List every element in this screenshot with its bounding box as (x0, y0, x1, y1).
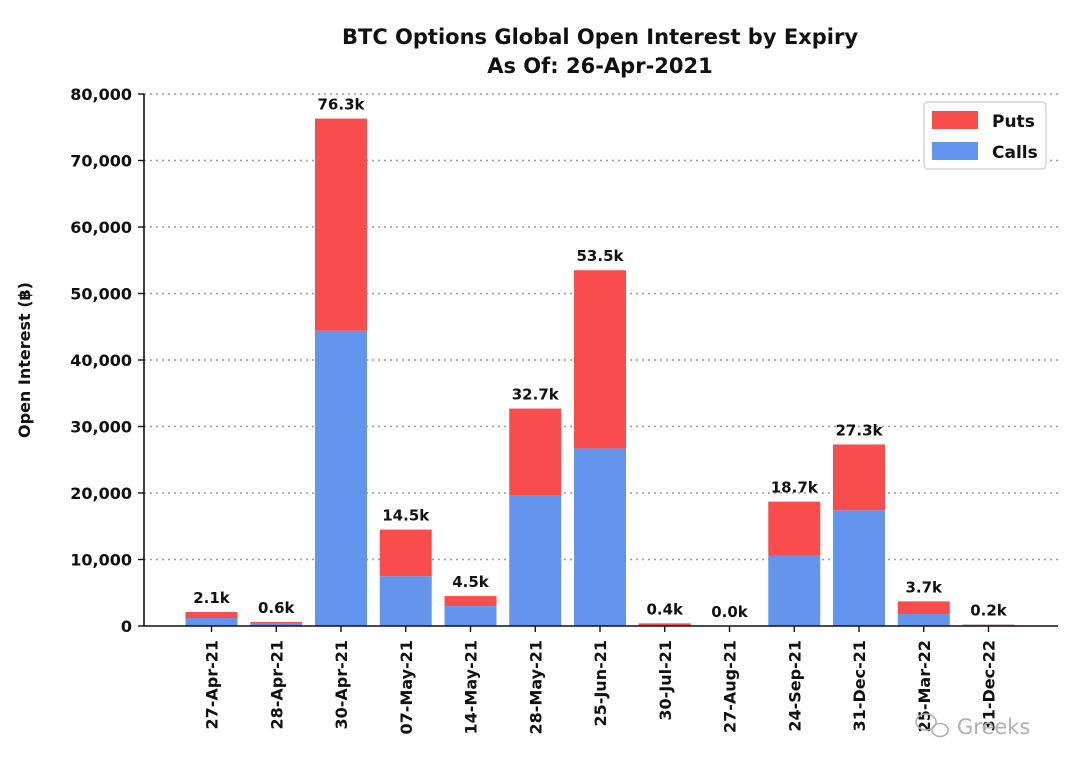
data-label: 18.7k (771, 479, 819, 497)
bar-calls (186, 618, 238, 626)
data-label: 0.6k (258, 599, 296, 617)
x-tick-label: 14-May-21 (462, 640, 481, 734)
data-label: 14.5k (382, 507, 430, 525)
y-tick-label: 20,000 (70, 484, 132, 503)
bar-puts (315, 119, 367, 331)
bar-puts (445, 596, 497, 606)
x-tick-label: 31-Dec-21 (850, 640, 869, 731)
y-tick-label: 0 (121, 617, 132, 636)
bar-puts (509, 409, 561, 495)
x-tick-label: 27-Aug-21 (721, 640, 740, 733)
bar-calls (445, 606, 497, 626)
bar-calls (898, 614, 950, 626)
legend-swatch-puts (932, 111, 978, 129)
x-tick-label: 28-Apr-21 (267, 640, 286, 730)
data-label: 76.3k (318, 96, 366, 114)
x-tick-label: 30-Jul-21 (656, 640, 675, 721)
data-label: 53.5k (577, 247, 625, 265)
y-axis-label: Open Interest (฿) (15, 282, 34, 438)
data-label: 0.4k (646, 600, 684, 618)
y-tick-label: 40,000 (70, 351, 132, 370)
watermark-text: Greeks (957, 715, 1030, 739)
data-label: 0.0k (711, 603, 749, 621)
bar-puts (833, 444, 885, 510)
bars (186, 119, 1015, 626)
bar-puts (574, 270, 626, 448)
y-tick-label: 80,000 (70, 85, 132, 104)
bar-puts (768, 502, 820, 556)
data-label: 2.1k (193, 589, 231, 607)
y-tick-label: 50,000 (70, 285, 132, 304)
chart-title: BTC Options Global Open Interest by Expi… (342, 25, 858, 49)
x-tick-label: 28-May-21 (526, 640, 545, 734)
bar-puts (380, 530, 432, 577)
x-axis-ticks: 27-Apr-21 28-Apr-21 30-Apr-21 07-May-21 14-M… (203, 626, 999, 734)
y-axis-ticks: 0 10,000 20,000 30,000 40,000 50,000 60,000 70,… (70, 85, 144, 636)
data-label: 27.3k (836, 421, 884, 439)
bar-calls (315, 331, 367, 626)
bar-calls (768, 556, 820, 626)
bar-puts (186, 612, 238, 618)
x-tick-label: 24-Sep-21 (785, 640, 804, 732)
x-tick-label: 27-Apr-21 (203, 640, 222, 730)
y-tick-label: 60,000 (70, 218, 132, 237)
bar-puts (250, 622, 302, 623)
y-tick-label: 70,000 (70, 152, 132, 171)
x-tick-label: 25-Jun-21 (591, 640, 610, 727)
bar-calls (380, 576, 432, 626)
data-label: 4.5k (452, 573, 490, 591)
y-tick-label: 10,000 (70, 551, 132, 570)
legend-label-calls: Calls (992, 143, 1038, 163)
bar-puts (898, 601, 950, 614)
legend-label-puts: Puts (992, 112, 1035, 132)
x-tick-label: 07-May-21 (397, 640, 416, 734)
data-label: 32.7k (512, 386, 560, 404)
bar-calls (509, 495, 561, 626)
legend: Puts Calls (924, 102, 1046, 169)
bar-calls (574, 448, 626, 626)
x-tick-label: 30-Apr-21 (332, 640, 351, 730)
chart-subtitle: As Of: 26-Apr-2021 (487, 54, 713, 78)
data-label: 0.2k (970, 601, 1008, 619)
y-tick-label: 30,000 (70, 418, 132, 437)
bar-puts (639, 623, 691, 625)
bar-calls (833, 510, 885, 626)
data-label: 3.7k (905, 578, 943, 596)
legend-swatch-calls (932, 142, 978, 160)
